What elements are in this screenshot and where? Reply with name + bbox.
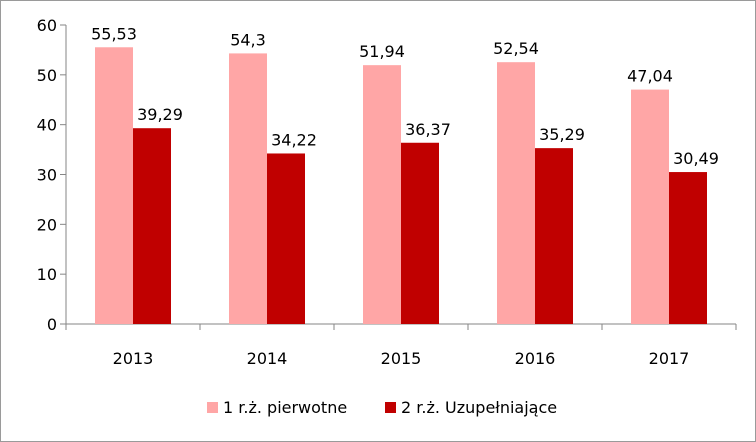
x-axis: 2013 2014 2015 2016 2017 — [65, 323, 737, 368]
x-tick-label: 2014 — [247, 349, 288, 368]
data-label: 51,94 — [359, 42, 405, 61]
y-tick-label: 10 — [37, 265, 57, 284]
x-tick-label: 2017 — [649, 349, 690, 368]
y-tick-label: 40 — [37, 116, 57, 135]
bar-series-2 — [133, 128, 171, 324]
bar-series-1 — [95, 47, 133, 324]
legend-swatch — [385, 402, 396, 413]
x-tick-label: 2015 — [381, 349, 422, 368]
bar-series-2 — [669, 172, 707, 324]
bar-series-1 — [631, 89, 669, 324]
y-tick-label: 20 — [37, 215, 57, 234]
data-label: 52,54 — [493, 39, 539, 58]
data-label: 36,37 — [405, 120, 451, 139]
data-label: 54,3 — [230, 30, 266, 49]
data-label: 55,53 — [91, 24, 137, 43]
legend: 1 r.ż. pierwotne 2 r.ż. Uzupełniające — [207, 398, 557, 417]
bar-series-2 — [535, 148, 573, 324]
x-tick-label: 2016 — [515, 349, 556, 368]
bar-series-1 — [229, 53, 267, 324]
y-tick-label: 60 — [37, 16, 57, 35]
legend-swatch — [207, 402, 218, 413]
data-label: 35,29 — [539, 125, 585, 144]
bar-series-1 — [497, 62, 535, 325]
data-label: 47,04 — [627, 67, 673, 86]
y-tick-label: 30 — [37, 166, 57, 185]
data-labels-group: 55,53 54,3 51,94 52,54 47,04 39,29 34,22 36,37 3… — [91, 24, 719, 168]
y-axis: 0 10 20 30 40 50 60 — [37, 16, 67, 334]
data-label: 39,29 — [137, 105, 183, 124]
bars-group — [95, 47, 707, 325]
bar-series-1 — [363, 65, 401, 325]
bar-series-2 — [401, 142, 439, 324]
data-label: 30,49 — [673, 149, 719, 168]
legend-label: 2 r.ż. Uzupełniające — [401, 398, 557, 417]
bar-series-2 — [267, 153, 305, 324]
data-label: 34,22 — [271, 130, 317, 149]
legend-label: 1 r.ż. pierwotne — [223, 398, 347, 417]
x-tick-label: 2013 — [113, 349, 154, 368]
y-tick-label: 0 — [47, 315, 57, 334]
y-tick-label: 50 — [37, 66, 57, 85]
